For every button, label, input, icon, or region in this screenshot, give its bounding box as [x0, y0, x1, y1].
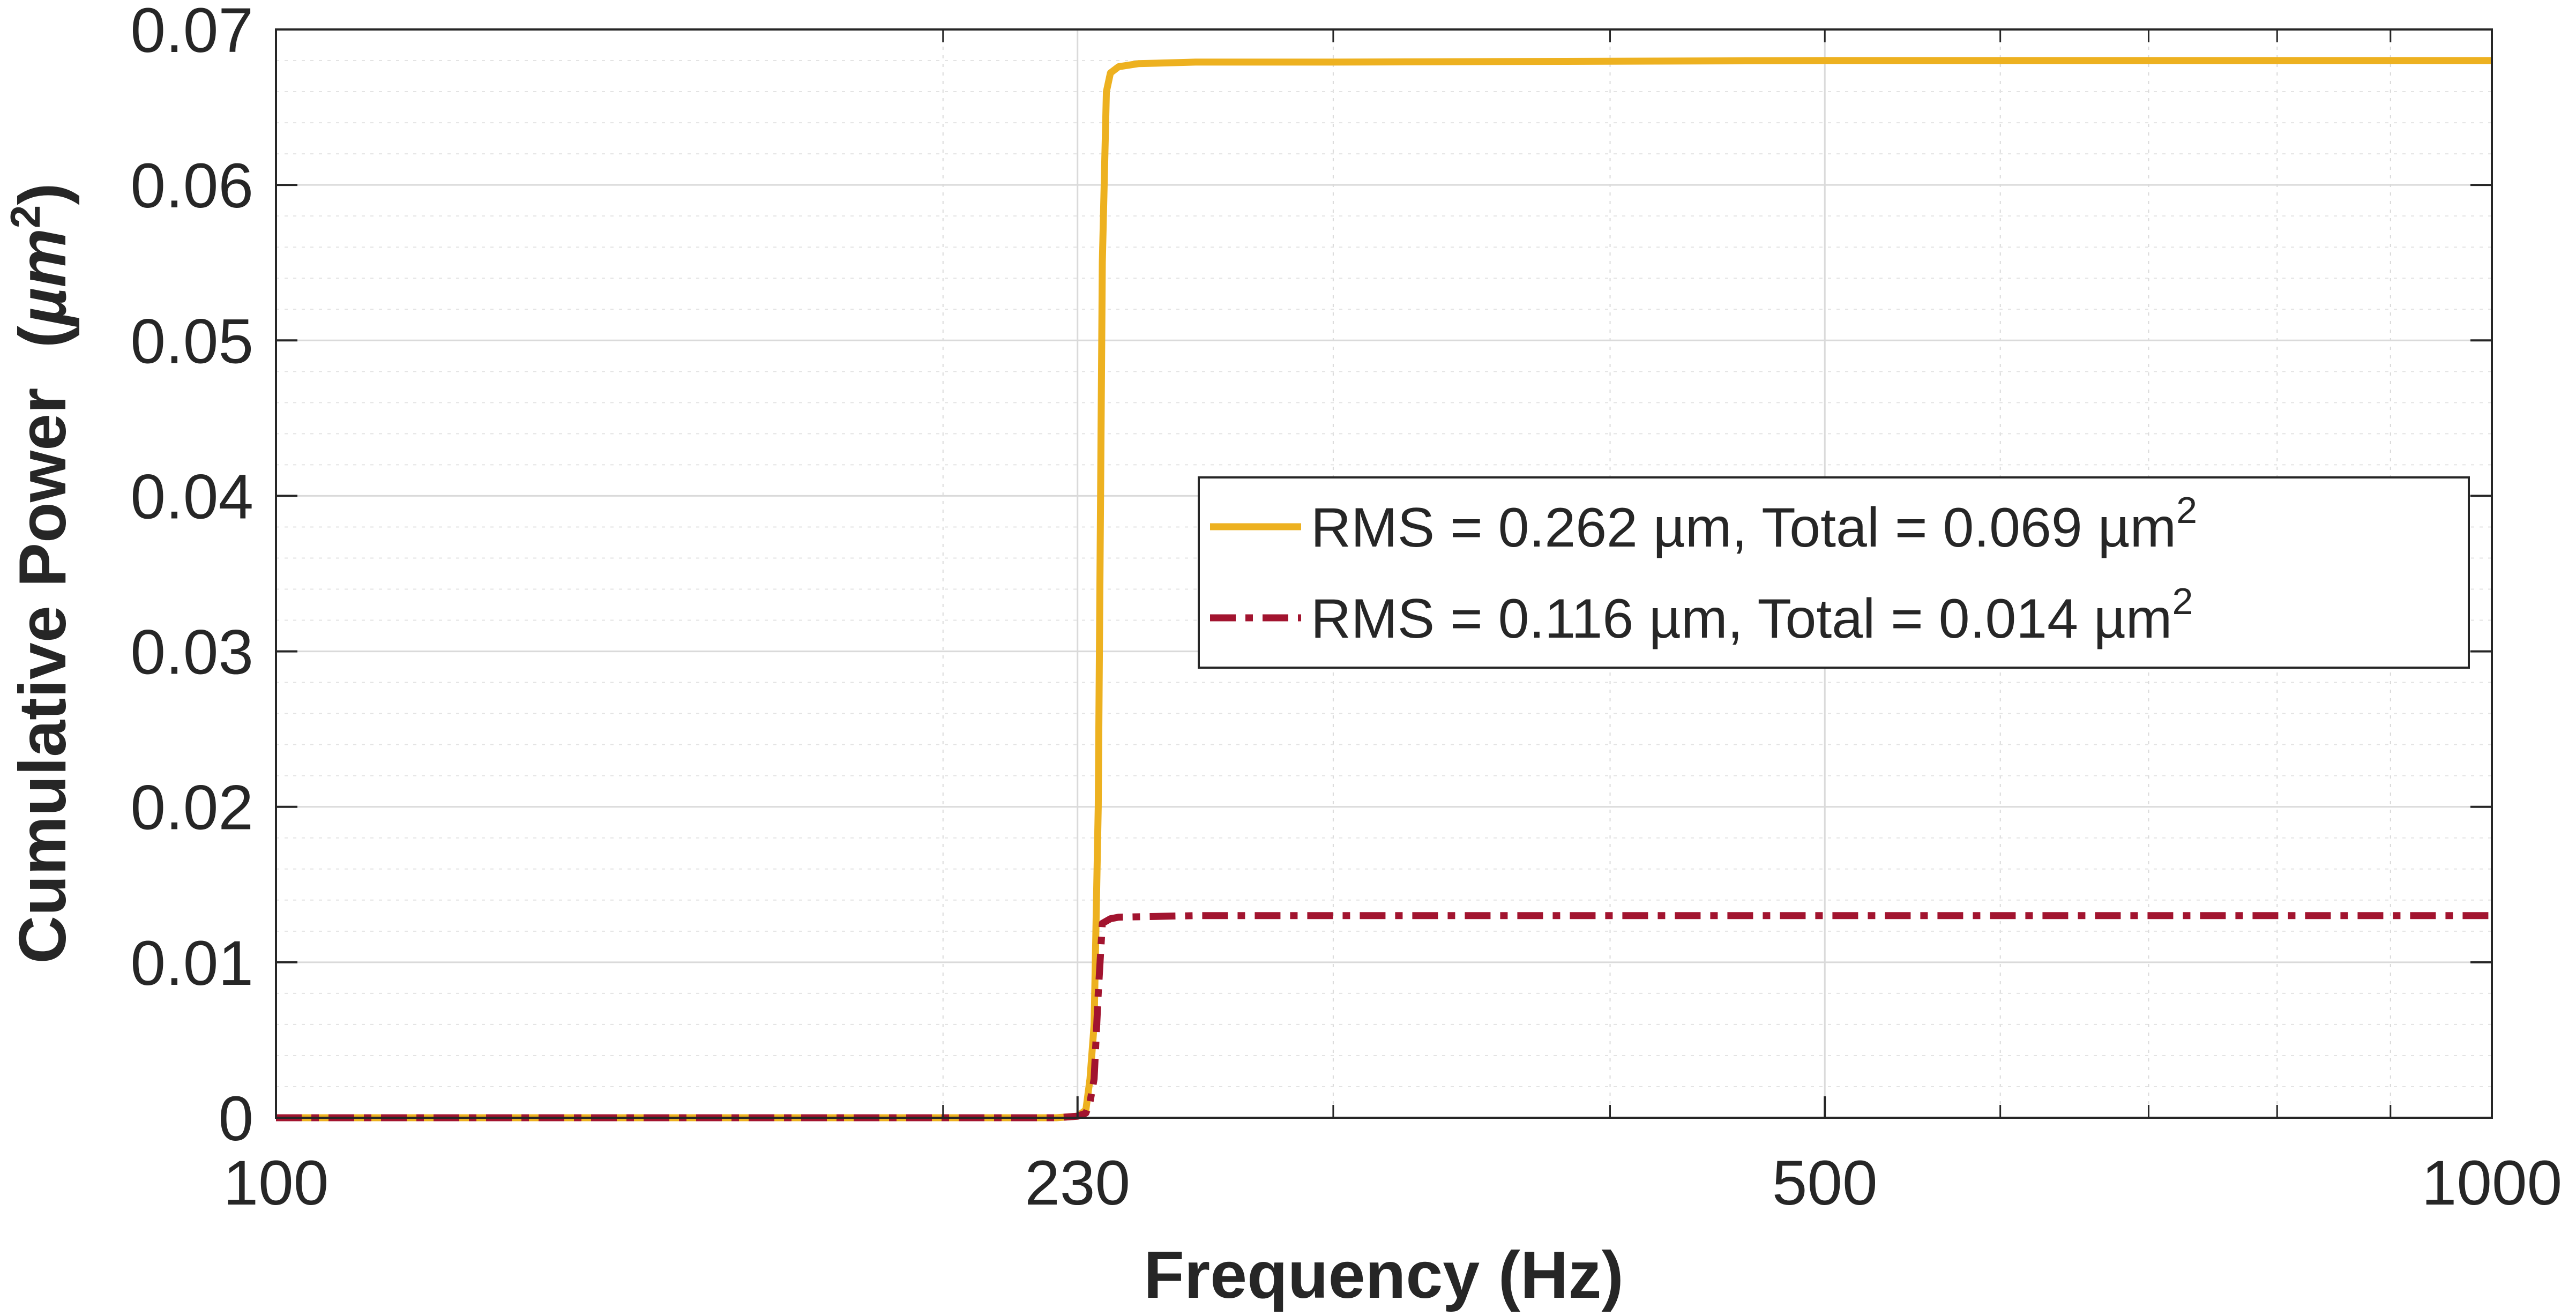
y-tick-label: 0.07: [130, 0, 253, 66]
y-axis-title: Cumulative Power (µm2): [2, 183, 80, 963]
y-axis-title-unit: µm: [6, 228, 80, 327]
legend-label-series-1: RMS = 0.262 µm, Total = 0.069 µm2: [1311, 489, 2197, 559]
y-tick-label: 0.05: [130, 306, 253, 377]
y-axis-title-unit-sup: 2: [2, 205, 49, 228]
y-axis-title-unit-close: ): [6, 183, 80, 205]
y-axis-title-unit-open: (: [6, 325, 80, 348]
x-tick-label: 230: [1025, 1148, 1130, 1218]
x-tick-label: 500: [1772, 1148, 1878, 1218]
y-axis-title-main: Cumulative Power: [6, 388, 80, 964]
plot-frame: [275, 28, 2493, 1119]
y-tick-label: 0.01: [130, 928, 253, 999]
x-tick-labels: 100 230 500 1000: [223, 1148, 2563, 1218]
x-axis-title: Frequency (Hz): [1144, 1238, 1624, 1312]
y-tick-labels: 0 0.01 0.02 0.03 0.04 0.05 0.06 0.07: [130, 0, 253, 1154]
minor-grid: [276, 29, 2492, 1118]
y-tick-label: 0.06: [130, 151, 253, 221]
x-tick-label: 100: [223, 1148, 329, 1218]
y-tick-label: 0.03: [130, 617, 253, 688]
legend-label-series-2: RMS = 0.116 µm, Total = 0.014 µm2: [1311, 580, 2193, 650]
legend: RMS = 0.262 µm, Total = 0.069 µm2 RMS = …: [1198, 476, 2470, 669]
x-tick-label: 1000: [2422, 1148, 2563, 1218]
y-tick-label: 0.02: [130, 773, 253, 843]
legend-box: [1198, 476, 2470, 669]
y-tick-label: 0: [218, 1083, 253, 1154]
y-tick-label: 0.04: [130, 461, 253, 532]
tick-marks: [275, 28, 2493, 1119]
